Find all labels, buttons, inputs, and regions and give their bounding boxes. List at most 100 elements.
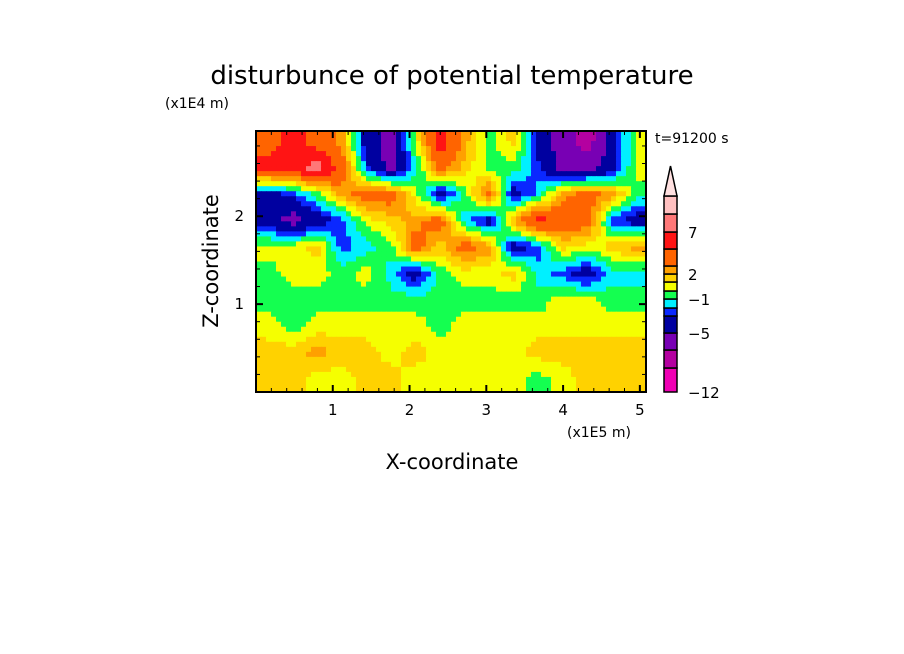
contour-cell	[641, 346, 647, 353]
contour-cell	[356, 131, 362, 137]
contour-cell	[331, 221, 337, 227]
contour-cell	[451, 226, 457, 232]
contour-cell	[431, 301, 437, 308]
contour-cell	[301, 231, 307, 237]
contour-cell	[576, 191, 582, 197]
contour-cell	[526, 306, 532, 313]
contour-cell	[261, 356, 267, 363]
contour-cell	[601, 236, 607, 243]
contour-cell	[291, 246, 297, 253]
contour-cell	[626, 166, 632, 172]
contour-cell	[281, 166, 287, 172]
contour-cell	[391, 341, 397, 348]
contour-cell	[286, 346, 292, 353]
contour-cell	[511, 241, 517, 248]
contour-cell	[536, 331, 542, 338]
contour-cell	[581, 361, 587, 368]
contour-cell	[481, 231, 487, 237]
contour-cell	[591, 216, 597, 222]
contour-cell	[471, 331, 477, 338]
contour-cell	[391, 151, 397, 157]
contour-cell	[621, 216, 627, 222]
contour-cell	[631, 241, 637, 248]
contour-cell	[386, 246, 392, 253]
contour-cell	[636, 306, 642, 313]
contour-cell	[416, 276, 422, 283]
contour-cell	[491, 351, 497, 358]
colorbar-label: −5	[688, 325, 710, 343]
contour-cell	[631, 246, 637, 253]
contour-cell	[311, 296, 317, 303]
contour-cell	[406, 231, 412, 237]
contour-cell	[336, 371, 342, 378]
contour-cell	[381, 251, 387, 258]
contour-cell	[336, 331, 342, 338]
contour-cell	[581, 326, 587, 333]
colorbar-box	[663, 231, 678, 250]
contour-cell	[386, 226, 392, 232]
contour-cell	[606, 176, 612, 182]
contour-cell	[496, 261, 502, 268]
contour-cell	[411, 191, 417, 197]
contour-cell	[496, 356, 502, 363]
contour-cell	[491, 326, 497, 333]
contour-cell	[471, 336, 477, 343]
contour-cell	[636, 241, 642, 248]
colorbar-box	[663, 307, 678, 317]
contour-cell	[356, 316, 362, 323]
contour-cell	[566, 351, 572, 358]
contour-cell	[546, 366, 552, 373]
contour-cell	[301, 251, 307, 258]
contour-cell	[426, 241, 432, 248]
contour-cell	[386, 196, 392, 202]
contour-cell	[401, 316, 407, 323]
contour-cell	[331, 386, 337, 393]
contour-cell	[581, 386, 587, 393]
contour-cell	[356, 196, 362, 202]
contour-cell	[426, 286, 432, 293]
contour-cell	[481, 251, 487, 258]
contour-cell	[556, 306, 562, 313]
contour-cell	[406, 271, 412, 278]
contour-cell	[416, 171, 422, 177]
contour-cell	[321, 346, 327, 353]
contour-cell	[501, 211, 507, 217]
contour-cell	[431, 256, 437, 263]
contour-cell	[636, 171, 642, 177]
contour-cell	[271, 256, 277, 263]
contour-cell	[446, 346, 452, 353]
contour-cell	[376, 146, 382, 152]
contour-cell	[411, 301, 417, 308]
contour-cell	[441, 306, 447, 313]
contour-cell	[331, 296, 337, 303]
contour-cell	[641, 181, 647, 187]
contour-cell	[306, 371, 312, 378]
contour-cell	[641, 191, 647, 197]
contour-cell	[371, 231, 377, 237]
contour-cell	[591, 381, 597, 388]
contour-cell	[331, 141, 337, 147]
contour-cell	[351, 306, 357, 313]
contour-cell	[401, 221, 407, 227]
contour-cell	[536, 291, 542, 298]
contour-cell	[506, 191, 512, 197]
contour-cell	[496, 301, 502, 308]
contour-cell	[516, 331, 522, 338]
contour-cell	[366, 211, 372, 217]
contour-cell	[376, 151, 382, 157]
contour-cell	[581, 161, 587, 167]
contour-cell	[621, 161, 627, 167]
contour-cell	[591, 346, 597, 353]
contour-cell	[411, 281, 417, 288]
contour-cell	[276, 146, 282, 152]
contour-cell	[261, 166, 267, 172]
contour-cell	[471, 266, 477, 273]
contour-cell	[356, 171, 362, 177]
contour-cell	[401, 261, 407, 268]
contour-cell	[636, 361, 642, 368]
contour-cell	[281, 216, 287, 222]
contour-cell	[306, 346, 312, 353]
contour-cell	[281, 171, 287, 177]
contour-cell	[276, 286, 282, 293]
